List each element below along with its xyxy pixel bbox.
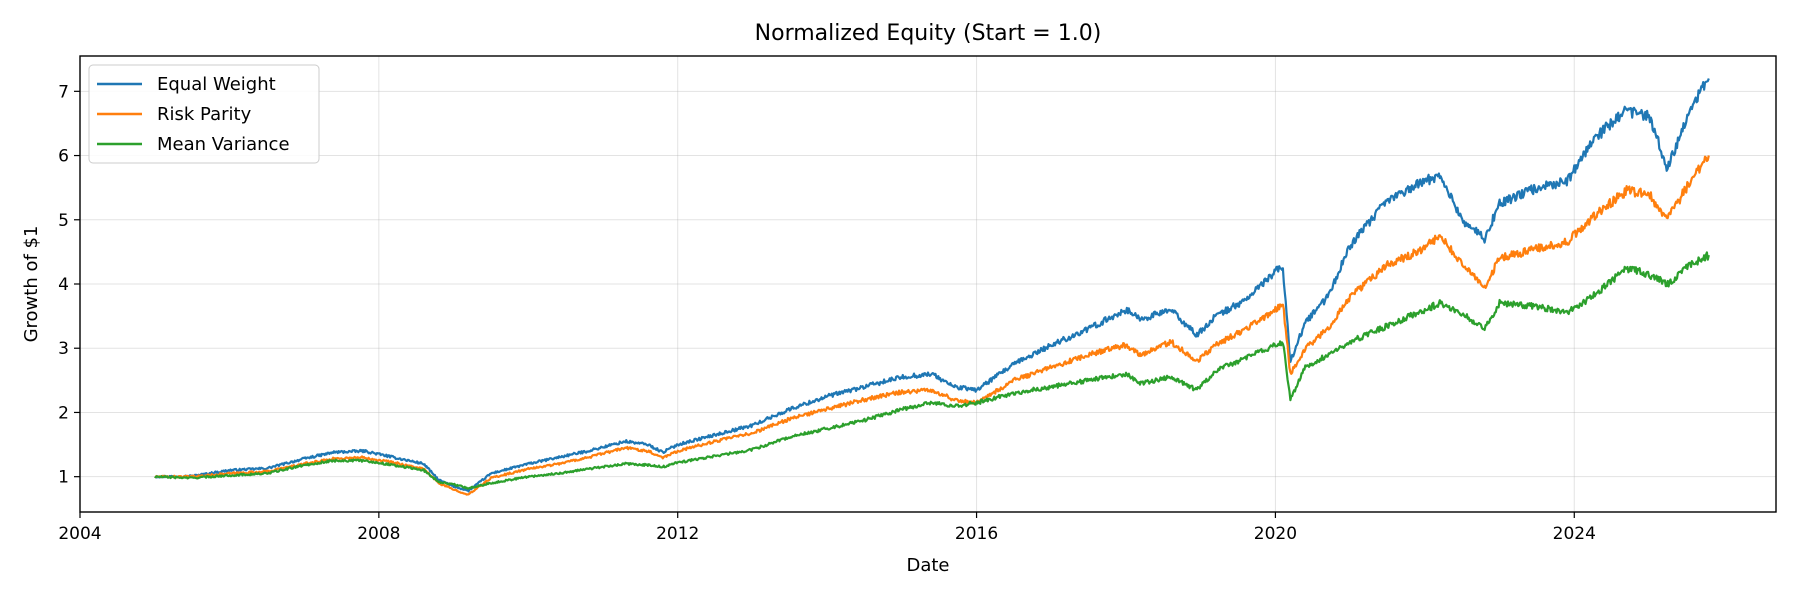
legend-label: Equal Weight [157,74,276,95]
x-tick-label: 2004 [58,524,101,544]
chart-title: Normalized Equity (Start = 1.0) [755,21,1102,46]
y-tick-label: 3 [58,339,69,359]
series-layer [154,78,1710,496]
y-tick-label: 7 [58,82,69,102]
y-tick-label: 6 [58,147,69,167]
legend-box [88,64,320,164]
x-axis-label: Date [906,555,949,576]
x-tick-label: 2016 [955,524,998,544]
legend: Equal Weight Risk Parity Mean Variance [88,64,320,164]
series-line-mean-variance [154,251,1710,490]
y-tick-label: 4 [58,275,69,295]
y-tick-label: 2 [58,403,69,423]
x-tick-label: 2020 [1254,524,1297,544]
y-tick-label: 1 [58,468,69,488]
legend-label: Mean Variance [157,134,290,155]
x-tick-label: 2024 [1553,524,1596,544]
series-line-equal-weight [154,78,1710,493]
x-tick-label: 2008 [357,524,400,544]
y-tick-label: 5 [58,211,69,231]
legend-label: Risk Parity [157,104,252,125]
y-axis-label: Growth of $1 [21,226,42,343]
x-tick-label: 2012 [656,524,699,544]
axis-ticks: 2004 2008 2012 2016 2020 2024 1 2 3 4 5 6 7 [58,82,1596,544]
